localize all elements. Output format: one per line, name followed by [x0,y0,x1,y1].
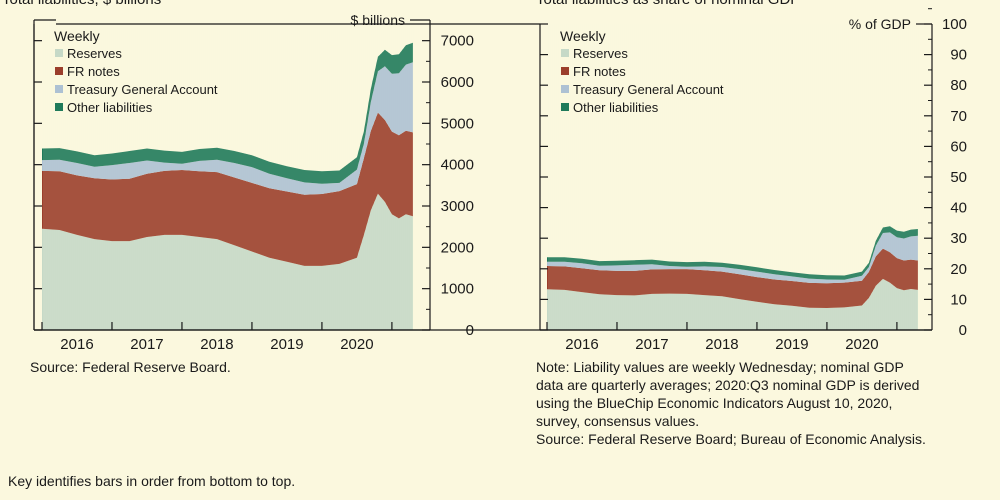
legend-swatch [55,49,63,57]
legend-label: FR notes [573,64,626,79]
unit-label: $ billions [351,12,405,28]
legend-label: Treasury General Account [573,82,724,97]
area-fr-notes [42,112,413,266]
legend-swatch [561,103,569,111]
area-reserves [547,278,918,330]
weekly-bar-hatching [548,24,920,330]
note-line: survey, consensus values. [536,413,700,429]
legend-label: Other liabilities [573,100,659,115]
x-tick-label: 2016 [565,336,598,353]
x-tick-label: 2018 [200,336,233,353]
y-tick-label: 1000 [441,281,474,298]
legend-swatch [55,103,63,111]
legend-label: Other liabilities [67,100,153,115]
legend-swatch [561,85,569,93]
y-tick-label: 4000 [441,157,474,174]
area-other-liabilities [42,42,413,184]
y-tick-label: 2000 [441,239,474,256]
note-line: Note: Liability values are weekly Wednes… [536,359,904,375]
area-treasury-general-account [547,232,918,284]
x-tick-label: 2018 [705,336,738,353]
left-chart-title: Total liabilities, $ billions [2,0,161,8]
y-tick-label: 0 [959,322,967,339]
unit-label: % of GDP [849,16,911,32]
y-tick-label: 70 [950,108,967,125]
x-tick-label: 2017 [130,336,163,353]
area-fr-notes [547,248,918,308]
legend-label: Treasury General Account [67,82,218,97]
left-chart-source: Source: Federal Reserve Board. [30,359,231,375]
area-other-liabilities [547,226,918,280]
x-tick-label: 2019 [775,336,808,353]
legend-swatch [561,67,569,75]
x-tick-label: 2016 [60,336,93,353]
frequency-label: Weekly [54,28,100,44]
y-tick-label: 3000 [441,198,474,215]
y-tick-label: 40 [950,200,967,217]
y-tick-label: 7000 [441,33,474,50]
x-tick-label: 2020 [845,336,878,353]
legend-swatch [55,67,63,75]
y-tick-label: 20 [950,261,967,278]
y-tick-label: 80 [950,77,967,94]
note-line: using the BlueChip Economic Indicators A… [536,395,893,411]
x-tick-label: 2020 [340,336,373,353]
y-tick-label: 30 [950,230,967,247]
area-reserves [42,193,413,330]
area-treasury-general-account [42,62,413,195]
y-tick-label: 5000 [441,115,474,132]
figure-footer: Key identifies bars in order from bottom… [8,473,296,489]
x-tick-label: 2019 [270,336,303,353]
right-chart-title: Total liabilities as share of nominal GD… [536,0,800,8]
y-tick-label: 60 [950,138,967,155]
legend-label: Reserves [573,46,628,61]
chart-panel-2: 0 10 20 30 40 50 60 70 80 90 100 2016 2017 2018 2019 20… [33,8,967,353]
note-line: data are quarterly averages; 2020:Q3 nom… [536,377,920,393]
legend-swatch [561,49,569,57]
x-tick-label: 2017 [635,336,668,353]
y-tick-label: 50 [950,169,967,186]
legend-label: Reserves [67,46,122,61]
y-tick-label: 100 [942,16,967,33]
legend-swatch [55,85,63,93]
y-tick-label: 10 [950,291,967,308]
right-chart-notes: Note: Liability values are weekly Wednes… [536,358,926,448]
legend-label: FR notes [67,64,120,79]
y-tick-label: 6000 [441,74,474,91]
frequency-label: Weekly [560,28,606,44]
y-tick-label: 90 [950,47,967,64]
source-line: Source: Federal Reserve Board; Bureau of… [536,431,926,447]
